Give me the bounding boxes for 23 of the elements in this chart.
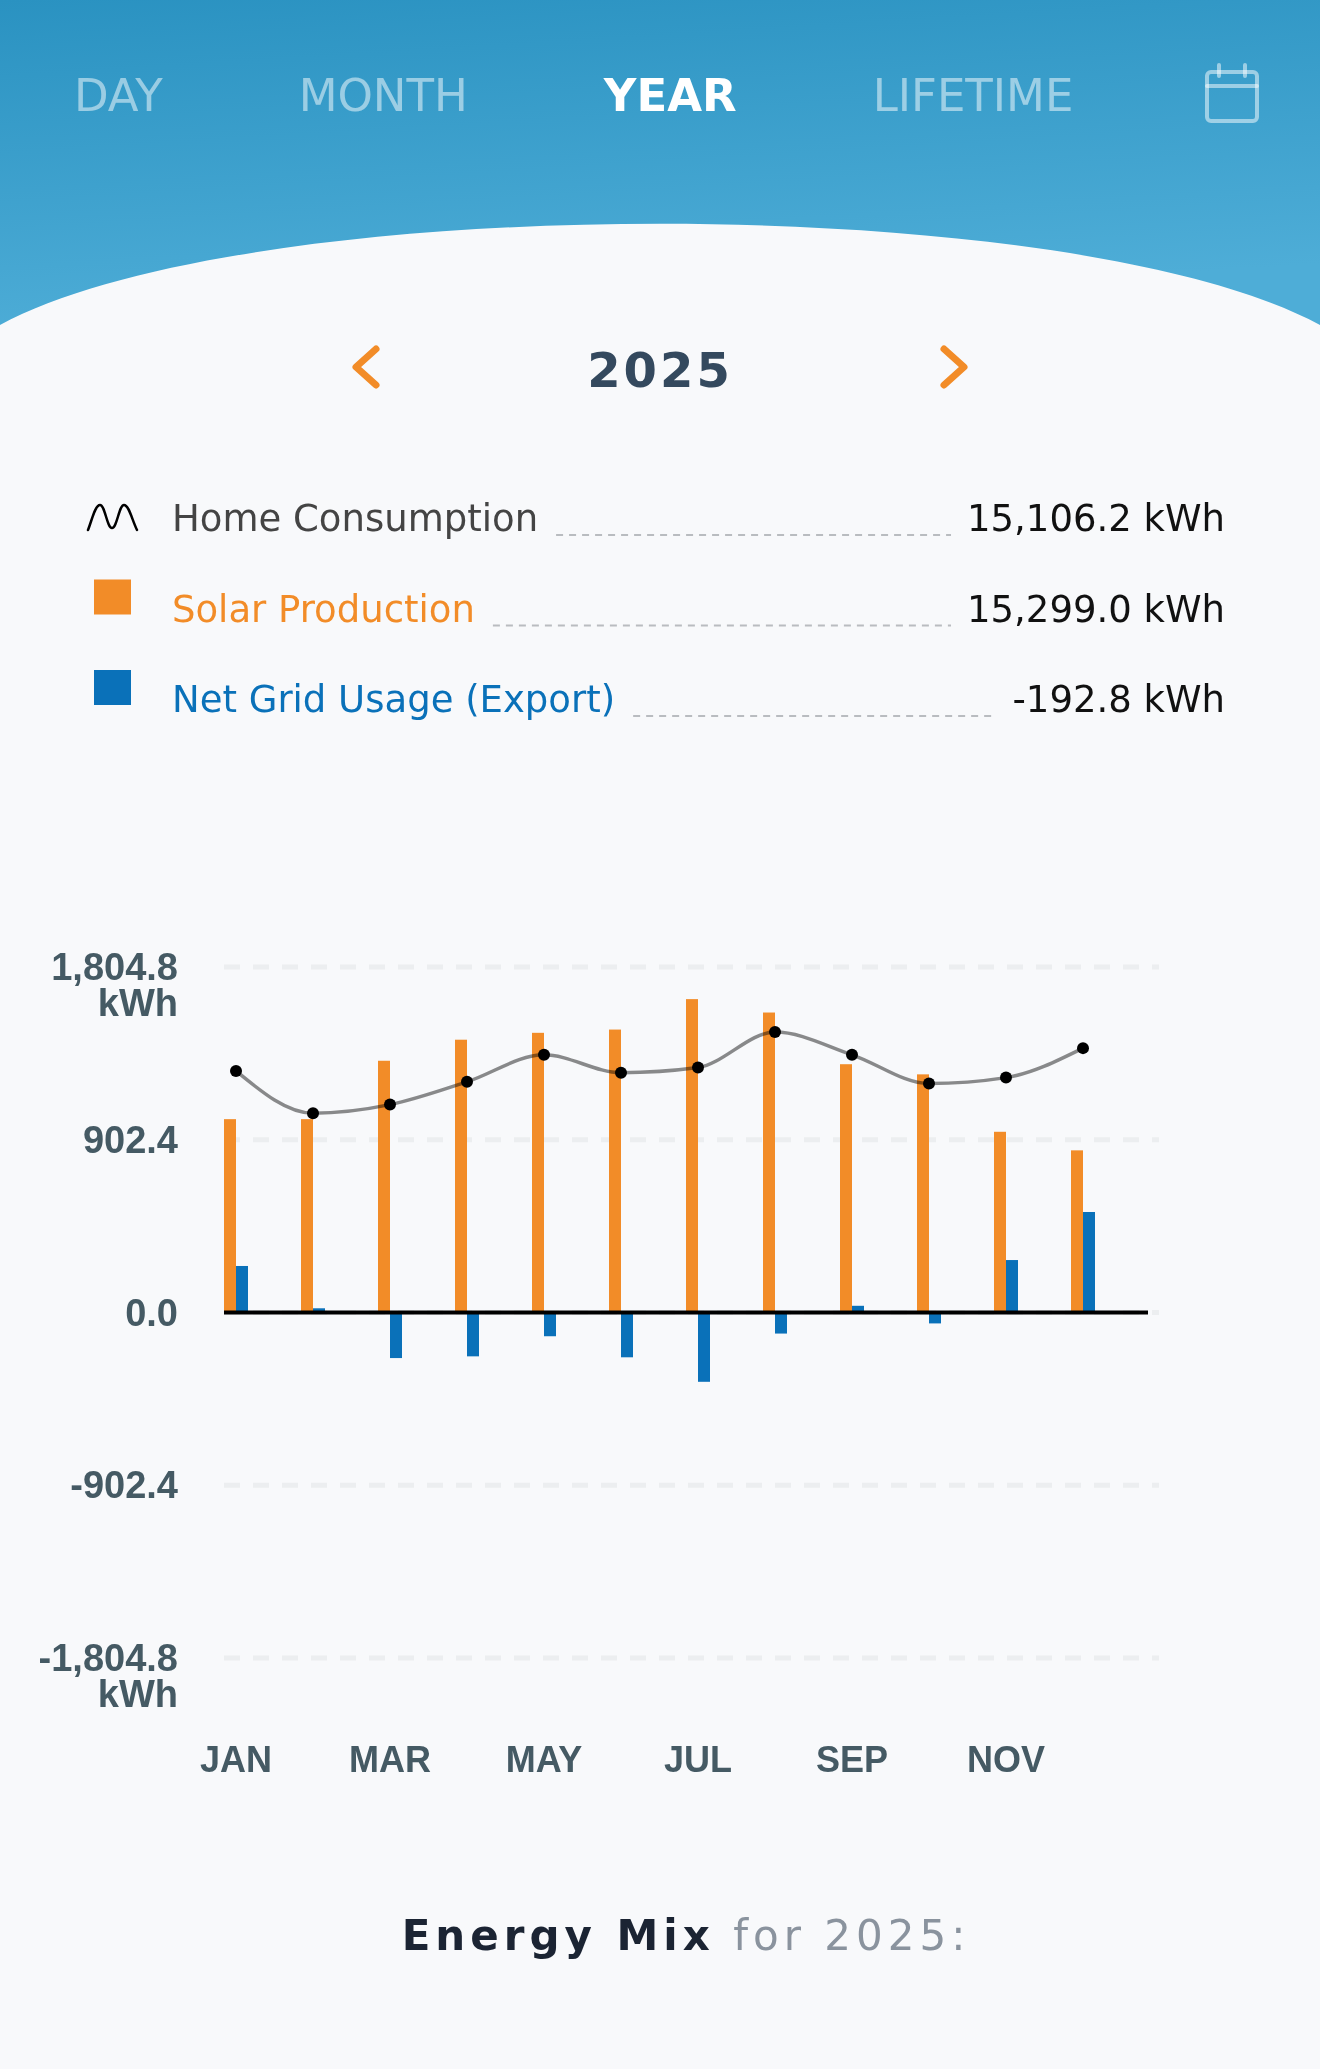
x-tick-label: JUL [663,1739,733,1780]
y-tick-label: 0.0 [125,1291,178,1334]
text: MONTH [298,69,468,122]
x-tick-label: NOV [966,1739,1046,1780]
y-tick-label: -902.4 [70,1464,178,1507]
y-tick-label: 1,804.8 kWh [51,946,178,1024]
text: Energy Mix for 2025: [401,1911,971,1960]
legend-label: Net Grid Usage (Export) [172,678,616,721]
legend-label: Solar Production [172,587,475,631]
text: 15,299.0 kWh [967,587,1225,631]
text: 15,106.2 kWh [967,497,1225,540]
text: DAY [74,69,164,122]
text: YEAR [602,69,737,122]
legend-label: Home Consumption [172,497,539,540]
text: -192.8 kWh [1012,678,1225,721]
chart-title: 2025 [587,342,733,398]
y-tick-label: 902.4 [82,1118,178,1161]
x-tick-label: MAR [349,1739,431,1780]
x-tick-label: SEP [815,1739,889,1780]
y-tick-label: -1,804.8 kWh [38,1637,178,1715]
x-tick-label: MAY [505,1739,583,1780]
x-tick-label: JAN [199,1739,273,1780]
text: LIFETIME [872,69,1074,122]
